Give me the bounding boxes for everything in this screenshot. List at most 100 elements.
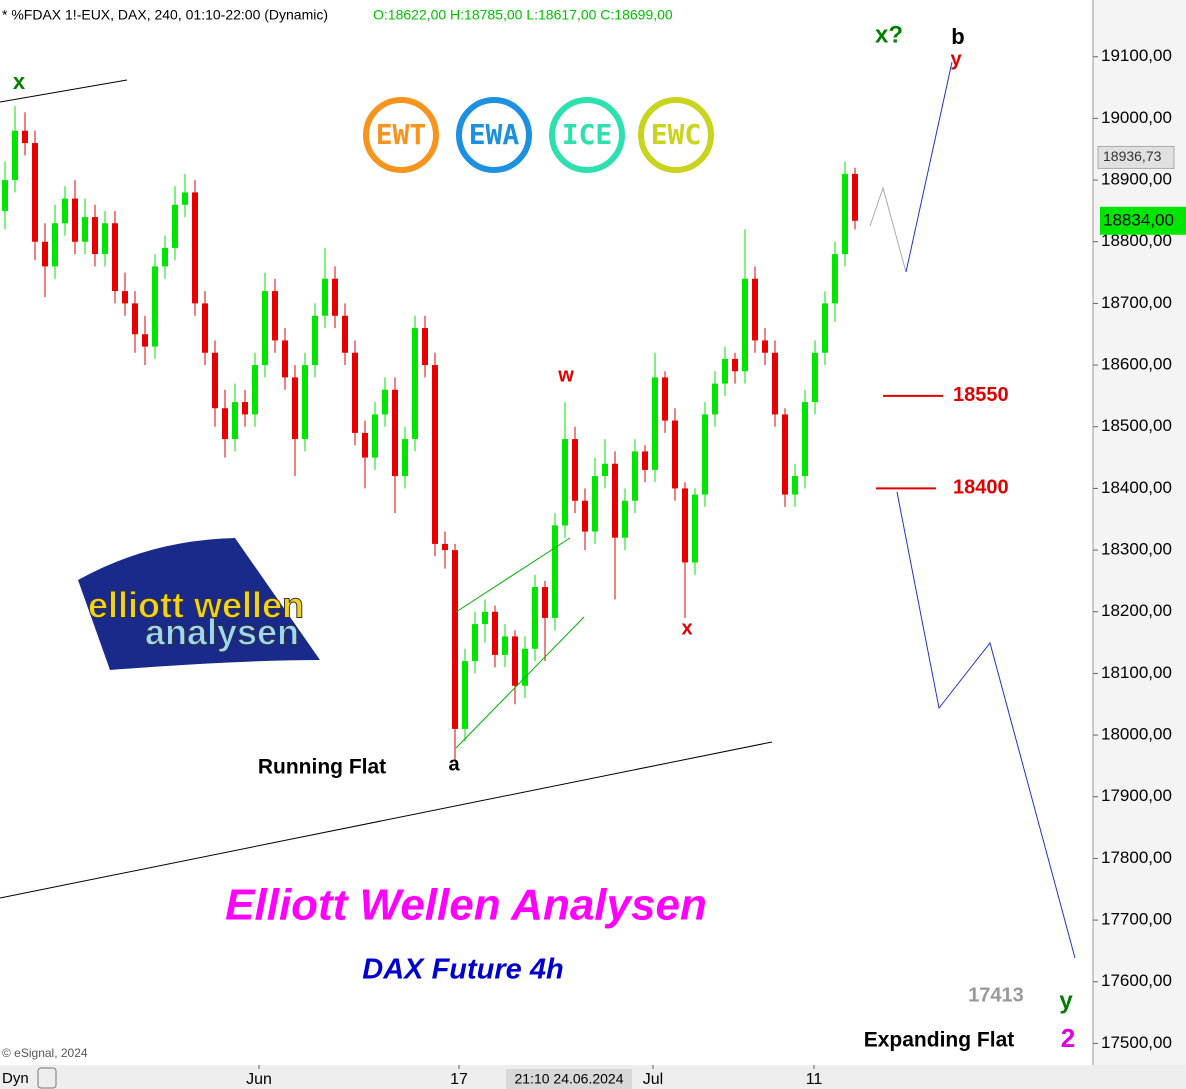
chart-subtitle: DAX Future 4h	[362, 954, 563, 986]
candle-body	[762, 340, 768, 353]
wave-label: y	[950, 48, 962, 70]
candle-body	[752, 278, 758, 341]
lock-icon[interactable]	[37, 1067, 57, 1089]
level-label: 18550	[953, 384, 1009, 406]
candle-body	[142, 334, 148, 347]
candle-body	[232, 402, 238, 440]
candle-body	[612, 463, 618, 538]
candle-body	[82, 217, 88, 242]
candle-body	[712, 383, 718, 415]
candle-body	[22, 130, 28, 144]
y-tick-label: 17800,00	[1101, 848, 1172, 867]
candle-body	[2, 180, 8, 211]
candle-body	[252, 365, 258, 415]
candle-body	[92, 217, 98, 255]
wave-label: x?	[875, 21, 903, 48]
last-price-label: 18834,00	[1103, 210, 1174, 229]
x-tick-label: Jun	[246, 1071, 272, 1088]
trend-line	[0, 79, 128, 103]
candle-body	[462, 661, 468, 729]
target-label: 17413	[968, 984, 1024, 1006]
y-tick-label: 19100,00	[1101, 46, 1172, 65]
y-tick-label: 18100,00	[1101, 663, 1172, 682]
candle-body	[702, 414, 708, 495]
candle-body	[722, 358, 728, 384]
wave-label: a	[448, 753, 460, 775]
candle-body	[692, 494, 698, 563]
candle-body	[162, 247, 168, 267]
candle-body	[202, 303, 208, 353]
wave-label: 2	[1061, 1023, 1075, 1053]
wave-label: b	[951, 24, 964, 49]
candle-body	[52, 223, 58, 267]
candle-body	[832, 254, 838, 304]
pattern-label: Running Flat	[258, 756, 386, 779]
y-tick-label: 18800,00	[1101, 231, 1172, 250]
candle-body	[272, 291, 278, 341]
mode-label: Dyn	[2, 1070, 29, 1087]
y-tick-label: 18500,00	[1101, 416, 1172, 435]
wave-label: x	[681, 617, 692, 639]
candle-body	[852, 173, 858, 221]
x-tick-label: Jul	[643, 1071, 663, 1088]
marks	[2, 106, 858, 760]
candle-body	[542, 587, 548, 618]
candle-body	[222, 408, 228, 440]
candle-body	[392, 389, 398, 477]
badge-label: EWC	[651, 118, 702, 151]
candle-body	[472, 624, 478, 662]
crosshair-label: 21:10 24.06.2024	[515, 1071, 624, 1087]
candle-body	[62, 198, 68, 224]
candle-body	[132, 303, 138, 335]
crosshair-box	[506, 1069, 632, 1089]
price-marker-label: 18936,73	[1103, 148, 1162, 164]
candle-body	[352, 352, 358, 433]
pattern-label: Expanding Flat	[864, 1029, 1015, 1052]
projection	[905, 61, 953, 273]
candle-body	[682, 488, 688, 563]
candle-body	[112, 223, 118, 292]
badge-label: ICE	[562, 118, 613, 151]
channel-line	[455, 537, 571, 613]
candle-body	[72, 198, 78, 242]
candle-body	[42, 241, 48, 267]
candle-body	[662, 377, 668, 421]
candle-body	[212, 352, 218, 409]
candle-body	[342, 315, 348, 353]
candle-body	[172, 204, 178, 248]
candle-body	[782, 414, 788, 495]
trend-line	[0, 741, 773, 899]
wave-label: x	[13, 69, 26, 94]
candle-body	[302, 365, 308, 440]
chart-title: Elliott Wellen Analysen	[225, 881, 707, 930]
footer: © eSignal, 2024	[2, 1046, 88, 1060]
y-tick-label: 18400,00	[1101, 478, 1172, 497]
logo-text: elliott wellen	[88, 585, 304, 626]
candle-body	[122, 291, 128, 304]
candle-body	[152, 266, 158, 347]
x-tick-label: 17	[450, 1071, 468, 1088]
level-label: 18400	[953, 477, 1009, 499]
y-tick-label: 17900,00	[1101, 786, 1172, 805]
candle-body	[332, 278, 338, 316]
candle-body	[582, 500, 588, 532]
candle-body	[452, 550, 458, 729]
y-tick-label: 17600,00	[1101, 971, 1172, 990]
candle-body	[602, 463, 608, 477]
header: * %FDAX 1!-EUX, DAX, 240, 01:10-22:00 (D…	[2, 7, 328, 23]
candle-body	[592, 476, 598, 532]
badge	[363, 97, 439, 173]
wave-label: y	[1059, 987, 1073, 1014]
badge-label: EWA	[469, 118, 520, 151]
candle-body	[282, 340, 288, 378]
ohlc-text: O:18622,00 H:18785,00 L:18617,00 C:18699…	[373, 7, 673, 23]
candle-body	[772, 352, 778, 415]
y-tick-label: 18900,00	[1101, 170, 1172, 189]
candle-body	[382, 389, 388, 415]
candle-body	[812, 352, 818, 403]
candle-body	[242, 402, 248, 415]
logo-text: analysen	[145, 612, 299, 653]
channel-line	[455, 616, 585, 749]
candle-body	[492, 611, 498, 655]
